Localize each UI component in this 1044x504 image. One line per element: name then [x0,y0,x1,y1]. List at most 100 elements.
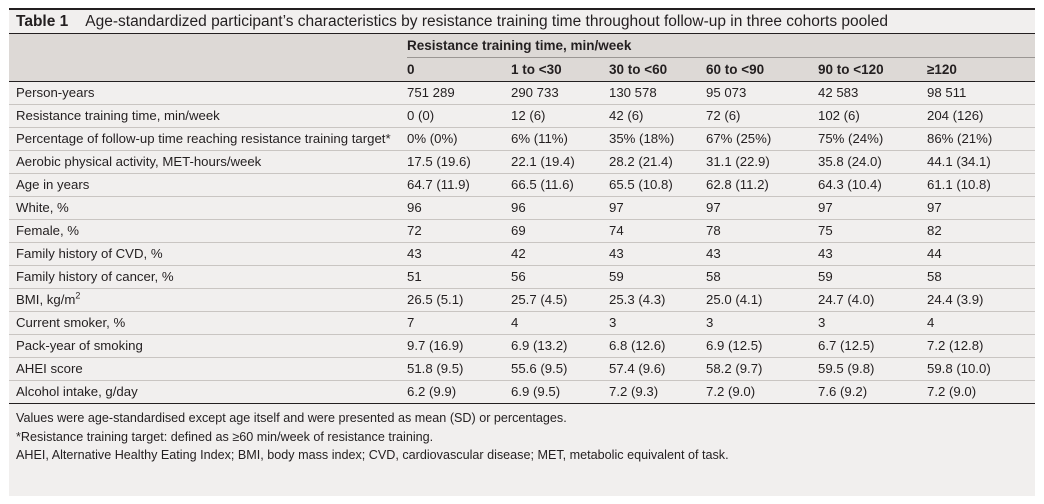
table-cell: 12 (6) [511,108,546,123]
row-label-text: White, % [16,200,69,215]
row-label: White, % [16,197,69,219]
table-caption: Age-standardized participant’s character… [85,12,888,30]
table-cell: 0 (0) [407,108,435,123]
table-cell: 65.5 (10.8) [609,177,673,192]
table-row: Person-years 751 289 290 733 130 578 95 073 4… [9,82,1035,105]
row-label-text: Aerobic physical activity, MET-hours/wee… [16,154,262,169]
footnote: AHEI, Alternative Healthy Eating Index; … [16,448,729,462]
table-row: Current smoker, % 7 4 3 3 3 4 [9,312,1035,335]
column-header-5: ≥120 [927,62,957,77]
row-label-text: Percentage of follow-up time reaching re… [16,131,391,146]
column-header-3: 60 to <90 [706,62,765,77]
row-label: Aerobic physical activity, MET-hours/wee… [16,151,261,173]
table-row: AHEI score 51.8 (9.5) 55.6 (9.5) 57.4 (9.6)… [9,358,1035,381]
table-cell: 59.8 (10.0) [927,361,991,376]
table-cell: 72 (6) [706,108,741,123]
table-cell: 61.1 (10.8) [927,177,991,192]
table-row: Aerobic physical activity, MET-hours/wee… [9,151,1035,174]
table-cell: 25.3 (4.3) [609,292,666,307]
table-cell: 51 [407,269,422,284]
table-cell: 96 [511,200,526,215]
table-cell: 78 [706,223,721,238]
column-header-2: 30 to <60 [609,62,668,77]
table-cell: 98 511 [927,85,967,100]
row-label-text: AHEI score [16,361,83,376]
table-row: Family history of CVD, % 43 42 43 43 43 44 [9,243,1035,266]
column-header-0: 0 [407,62,415,77]
table-cell: 43 [706,246,721,261]
row-label-text: Person-years [16,85,95,100]
table-footnotes: Values were age-standardised except age … [9,404,1035,465]
table-cell: 0% (0%) [407,131,458,146]
table-row: Age in years 64.7 (11.9) 66.5 (11.6) 65.5 (… [9,174,1035,197]
table-cell: 17.5 (19.6) [407,154,471,169]
row-label-text: BMI, kg/m [16,292,76,307]
column-header-4: 90 to <120 [818,62,884,77]
row-label: Alcohol intake, g/day [16,381,138,403]
table-cell: 7.2 (9.0) [927,384,977,399]
table-cell: 102 (6) [818,108,860,123]
table-cell: 26.5 (5.1) [407,292,464,307]
table-cell: 44 [927,246,942,261]
row-label: Percentage of follow-up time reaching re… [16,128,391,150]
table-cell: 130 578 [609,85,657,100]
table-cell: 25.0 (4.1) [706,292,763,307]
table-row: Family history of cancer, % 51 56 59 58 59 58 [9,266,1035,289]
row-label: Family history of CVD, % [16,243,163,265]
table-cell: 74 [609,223,624,238]
table-row: Female, % 72 69 74 78 75 82 [9,220,1035,243]
row-label: Age in years [16,174,89,196]
table-cell: 64.3 (10.4) [818,177,882,192]
table-cell: 86% (21%) [927,131,993,146]
table-cell: 56 [511,269,526,284]
table-cell: 6% (11%) [511,131,568,146]
column-spanner: Resistance training time, min/week [407,34,1035,58]
footnote: Values were age-standardised except age … [16,411,567,425]
table-cell: 55.6 (9.5) [511,361,568,376]
row-label-text: Family history of cancer, % [16,269,174,284]
row-label-text: Age in years [16,177,90,192]
table-cell: 25.7 (4.5) [511,292,568,307]
table-cell: 7.2 (9.3) [609,384,659,399]
table-header: Resistance training time, min/week 0 1 t… [9,34,1035,82]
table-frame: Table 1 Age-standardized participant’s c… [9,8,1035,496]
table-cell: 9.7 (16.9) [407,338,464,353]
table-cell: 97 [706,200,721,215]
table-cell: 43 [609,246,624,261]
table-cell: 58.2 (9.7) [706,361,763,376]
table-cell: 42 583 [818,85,859,100]
table-cell: 66.5 (11.6) [511,177,574,192]
row-label: Pack-year of smoking [16,335,143,357]
table-cell: 35.8 (24.0) [818,154,882,169]
table-cell: 22.1 (19.4) [511,154,575,169]
row-label-text: Current smoker, % [16,315,126,330]
table-cell: 95 073 [706,85,747,100]
table-cell: 6.9 (9.5) [511,384,561,399]
table-cell: 6.9 (13.2) [511,338,568,353]
table-cell: 59.5 (9.8) [818,361,875,376]
table-cell: 44.1 (34.1) [927,154,991,169]
table-cell: 51.8 (9.5) [407,361,464,376]
table-cell: 59 [609,269,624,284]
table-cell: 42 (6) [609,108,644,123]
table-cell: 24.4 (3.9) [927,292,984,307]
table-body: Person-years 751 289 290 733 130 578 95 073 4… [9,82,1035,404]
table-cell: 290 733 [511,85,559,100]
table-row: Percentage of follow-up time reaching re… [9,128,1035,151]
table-cell: 75% (24%) [818,131,884,146]
row-label: AHEI score [16,358,83,380]
row-label: Resistance training time, min/week [16,105,220,127]
table-cell: 7.6 (9.2) [818,384,868,399]
table-cell: 28.2 (21.4) [609,154,673,169]
table-cell: 35% (18%) [609,131,675,146]
footnote: *Resistance training target: defined as … [16,429,434,444]
table-cell: 4 [927,315,935,330]
table-cell: 59 [818,269,833,284]
table-row: White, % 96 96 97 97 97 97 [9,197,1035,220]
row-label-superscript: 2 [75,290,81,301]
table-row: Resistance training time, min/week 0 (0) 1… [9,105,1035,128]
table-cell: 97 [927,200,942,215]
table-row: BMI, kg/m2 26.5 (5.1) 25.7 (4.5) 25.3 (4.3)… [9,289,1035,312]
row-label: BMI, kg/m2 [16,289,80,311]
table-cell: 7.2 (9.0) [706,384,756,399]
